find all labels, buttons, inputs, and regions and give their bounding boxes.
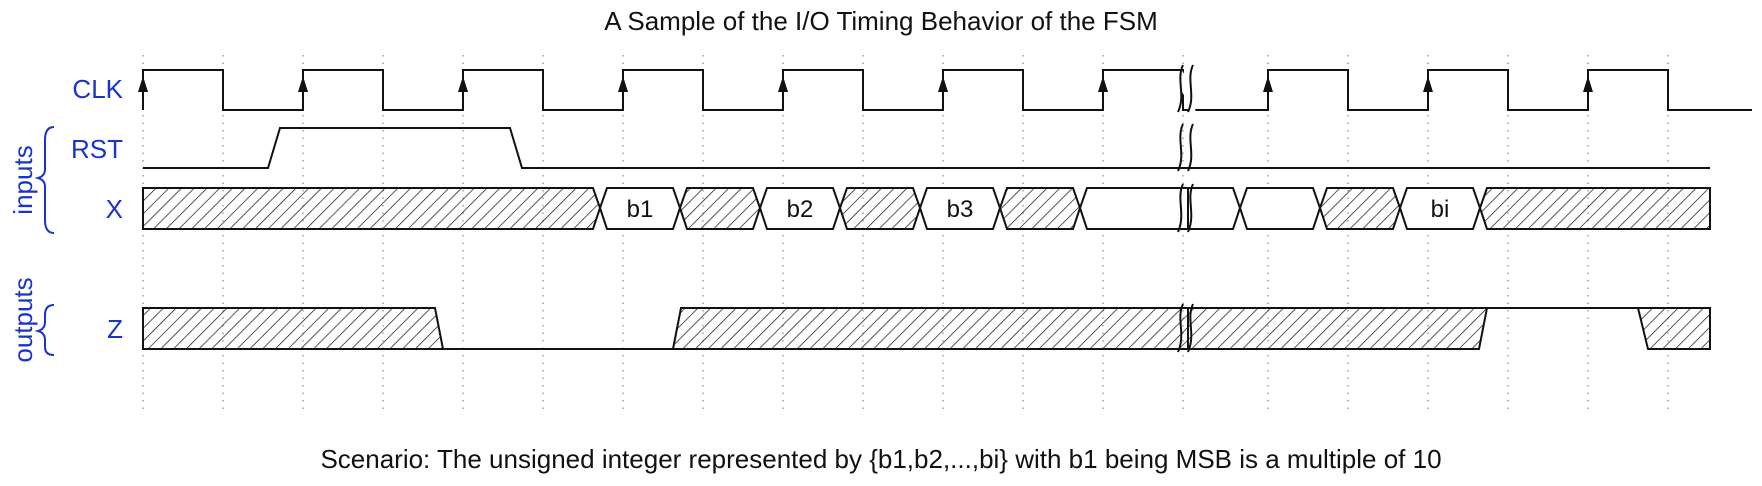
- x-bus-dontcare: [1318, 187, 1402, 230]
- signal-label-x: X: [106, 194, 123, 224]
- z-dontcare: [1636, 307, 1711, 350]
- x-bus-value: [1078, 187, 1189, 230]
- x-bit-label-bi: bi: [1431, 196, 1450, 223]
- x-bit-label-b2: b2: [787, 196, 814, 223]
- z-dontcare: [142, 307, 445, 350]
- x-bus: [142, 187, 1711, 230]
- clk-waveform: [142, 69, 1752, 111]
- time-break-marks: [1177, 64, 1198, 353]
- x-bus-dontcare: [678, 187, 762, 230]
- x-bus-value: [1238, 187, 1322, 230]
- z-dontcare: [671, 307, 1189, 350]
- diagram-title: A Sample of the I/O Timing Behavior of t…: [604, 6, 1157, 36]
- scenario-caption: Scenario: The unsigned integer represent…: [320, 444, 1441, 474]
- clock-gridlines: [142, 55, 1669, 415]
- x-bus-value: [1187, 187, 1242, 230]
- inputs-brace: [34, 126, 55, 234]
- signal-label-rst: RST: [71, 134, 123, 164]
- x-bus-dontcare: [838, 187, 922, 230]
- z-waveform: [142, 307, 1711, 350]
- x-bus-dontcare: [1478, 187, 1711, 230]
- signal-label-z: Z: [107, 314, 123, 344]
- clk-rising-edge-arrows: [138, 76, 1593, 92]
- rst-waveform: [143, 127, 1710, 169]
- z-dontcare: [1187, 307, 1489, 350]
- group-label-outputs: outputs: [8, 277, 38, 362]
- group-label-inputs: inputs: [8, 145, 38, 214]
- x-bit-label-b3: b3: [947, 196, 974, 223]
- x-bus-dontcare: [998, 187, 1082, 230]
- x-bit-label-b1: b1: [627, 196, 654, 223]
- outputs-brace: [34, 304, 55, 356]
- signal-label-clk: CLK: [72, 74, 123, 104]
- x-bus-dontcare: [142, 187, 602, 230]
